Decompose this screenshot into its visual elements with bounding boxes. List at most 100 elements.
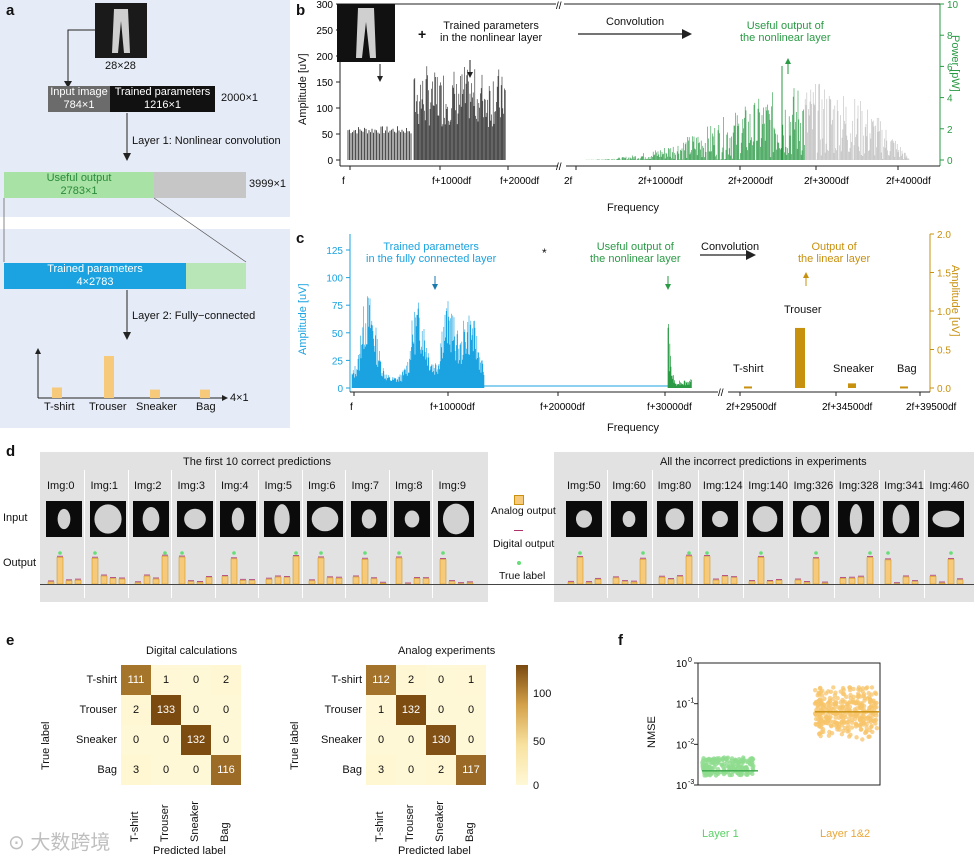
d-separator — [84, 470, 85, 598]
cm-digital-row-label-0: T-shirt — [86, 674, 117, 686]
legend-analog: Analog output — [491, 505, 556, 517]
layer2-arrow — [123, 290, 131, 340]
b-right-tick-0: 10 — [947, 0, 959, 11]
f-layer12-point — [834, 724, 839, 730]
f-layer1-point — [704, 771, 710, 776]
d-true-label-dot — [362, 551, 367, 555]
class-label-trouser: Trouser — [89, 401, 127, 413]
d-separator — [607, 470, 608, 598]
d-analog-bar — [47, 581, 55, 585]
layer1-arrow — [123, 113, 131, 161]
b-xtick-right-2: 2f+2000df — [728, 176, 773, 187]
cm-analog-cell-1-2: 0 — [426, 695, 456, 725]
d-separator — [878, 470, 880, 598]
d-img-label: Img:341 — [884, 480, 924, 492]
c-break-bottom: // — [718, 388, 724, 399]
d-img-label: Img:7 — [351, 480, 380, 492]
b-break-bottom: // — [556, 162, 562, 173]
f-layer12-point — [835, 704, 840, 710]
e-ylabel-right: True label — [289, 721, 301, 770]
f-layer12-point — [859, 727, 864, 732]
f-layer12-point — [851, 686, 856, 692]
b-useful-nonlinear-line2: the nonlinear layer — [740, 32, 831, 44]
f-layer12-point — [860, 737, 865, 742]
b-xtick-right-0: 2f — [564, 176, 573, 187]
useful-total-label: 3999×1 — [249, 178, 287, 190]
c-bar-label-tshirt: T-shirt — [733, 363, 764, 375]
d-analog-bar — [712, 579, 720, 585]
f-layer12-point — [827, 698, 833, 703]
e-ylabel-left: True label — [40, 721, 52, 770]
d-output-bars — [794, 551, 828, 585]
d-img-label: Img:3 — [177, 480, 206, 492]
b-left-tick-5: 50 — [322, 130, 334, 141]
d-analog-bar — [283, 577, 290, 585]
d-output-bars — [658, 551, 692, 585]
d-analog-bar — [821, 582, 828, 585]
f-layer12-point — [862, 721, 867, 726]
b-plus: + — [418, 26, 427, 42]
d-input-thumbnail — [220, 501, 256, 537]
arrow-to-input — [64, 29, 96, 88]
d-input-thumbnail — [656, 501, 693, 537]
d-true-label-dot — [886, 551, 890, 555]
b-xtick-right-1: 2f+1000df — [638, 176, 683, 187]
b-trained-nonlinear: Trained parameters in the nonlinear laye… — [440, 20, 542, 44]
f-layer12-point — [847, 704, 853, 710]
panel-b-spectrum-chart: 300 250 200 150 100 50 0 10 8 6 4 2 0 // // f f+1000df f+… — [316, 0, 959, 187]
b-right-tick-1: 8 — [947, 31, 953, 42]
d-img-label: Img:2 — [134, 480, 162, 492]
d-analog-bar — [775, 580, 783, 585]
f-layer1-point — [745, 772, 750, 778]
d-input-thumbnail — [350, 501, 387, 537]
cm-digital-col-label-3: Bag — [219, 822, 231, 842]
d-img-label: Img:6 — [308, 480, 336, 492]
f-ytick-exp-2: -2 — [688, 738, 694, 745]
d-img-label: Img:1 — [90, 480, 119, 492]
cm-analog-col-label-1: Trouser — [404, 804, 416, 843]
d-analog-bar — [812, 558, 819, 585]
e-right-title: Analog experiments — [398, 645, 496, 657]
d-left-title: The first 10 correct predictions — [183, 456, 331, 468]
f-layer12-point — [845, 729, 850, 734]
f-layer1-point — [715, 771, 721, 777]
d-true-label-dot — [949, 551, 954, 555]
trouser-input-image — [95, 3, 147, 58]
d-true-label-dot — [163, 551, 167, 555]
d-analog-bar — [422, 578, 430, 585]
f-layer1-point — [745, 759, 750, 765]
f-layer1-point — [706, 756, 712, 762]
d-analog-bar — [109, 578, 116, 585]
d-true-label-dot — [92, 551, 97, 555]
input-image-box: Input image 784×1 — [48, 86, 110, 112]
b-left-tick-2: 200 — [316, 52, 333, 63]
d-output-bars — [308, 551, 343, 585]
c-left-tick-0: 125 — [326, 246, 343, 257]
panel-label-d: d — [6, 443, 16, 460]
f-layer12-point — [860, 713, 866, 718]
f-layer12-point — [818, 685, 823, 691]
d-analog-bar — [274, 576, 281, 585]
f-layer1-point — [702, 763, 708, 768]
c-arrowhead-convolution — [746, 250, 756, 260]
c-bar-label-bag: Bag — [897, 363, 917, 375]
f-layer12-point — [863, 686, 869, 691]
d-right-title: All the incorrect predictions in experim… — [660, 456, 867, 468]
cm-analog-cell-3-1: 0 — [396, 755, 426, 785]
cm-analog-cell-0-3: 1 — [456, 665, 486, 695]
f-layer12-point — [829, 731, 835, 736]
c-convolution: Convolution — [701, 241, 760, 253]
cm-digital-row-label-3: Bag — [97, 764, 117, 776]
d-analog-bar — [757, 557, 765, 585]
d-true-label-dot — [813, 551, 818, 555]
cm-digital-cell-3-1: 0 — [151, 755, 181, 785]
d-cell-right-0: Img:50 — [564, 470, 608, 598]
cm-digital-col-label-2: Sneaker — [189, 801, 201, 842]
d-true-label-dot — [759, 551, 763, 555]
c-useful-nonlinear-line1: Useful output of — [596, 241, 674, 253]
d-cell-right-7: Img:341 — [881, 470, 925, 598]
d-analog-bar — [658, 576, 665, 585]
f-layer12-point — [864, 725, 869, 730]
b-left-tick-3: 150 — [316, 78, 333, 89]
f-layer12-point — [834, 720, 839, 726]
